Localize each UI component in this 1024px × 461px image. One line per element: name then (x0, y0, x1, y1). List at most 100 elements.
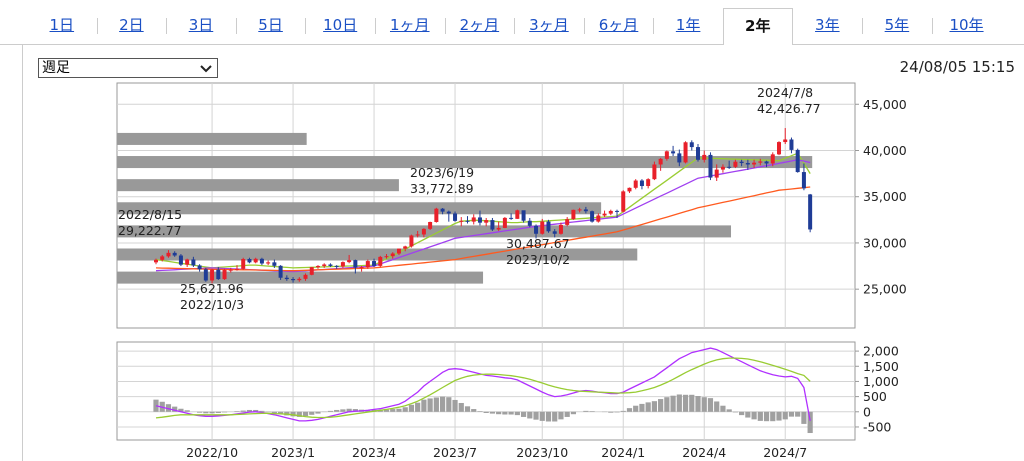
histogram-bar (658, 399, 664, 412)
candle-body (621, 191, 626, 212)
candle-body (384, 256, 389, 258)
period-tab[interactable]: 2ヶ月 (444, 8, 515, 45)
candle-body (633, 180, 638, 188)
histogram-bar (707, 398, 714, 412)
histogram-bar (396, 408, 402, 412)
histogram-bar (502, 411, 508, 415)
histogram-bar (477, 411, 483, 412)
candle-body (590, 211, 595, 222)
candle-body (359, 267, 364, 269)
period-tab[interactable]: 1ヶ月 (374, 8, 445, 45)
histogram-bar (664, 397, 670, 412)
period-tab[interactable]: 2年 (722, 8, 793, 45)
candle-body (546, 221, 551, 232)
candle-body (272, 262, 277, 266)
candle-body (172, 252, 177, 256)
candle-body (222, 269, 227, 280)
y-tick-label: 45,000 (863, 97, 907, 112)
candle-body (291, 279, 296, 281)
candle-body (583, 209, 588, 212)
period-tab[interactable]: 2日 (96, 8, 167, 45)
candle-body (496, 227, 501, 230)
histogram-bar (552, 411, 558, 422)
y-tick-label: 500 (863, 389, 887, 404)
histogram-bar (726, 409, 732, 412)
moving-average-line (155, 186, 811, 272)
candle-body (197, 265, 202, 270)
histogram-bar (172, 406, 178, 412)
histogram-bar (695, 396, 701, 412)
candle-body (795, 149, 800, 173)
period-tab[interactable]: 10年 (931, 8, 1002, 45)
histogram-bar (421, 399, 427, 412)
period-tab[interactable]: 3年 (815, 16, 840, 34)
histogram-bar (415, 402, 421, 412)
histogram-bar (458, 402, 464, 412)
candle-body (154, 259, 158, 263)
candle-body (216, 269, 221, 280)
candle-body (801, 172, 806, 189)
histogram-bar (670, 395, 676, 412)
histogram-bar (514, 411, 520, 416)
candle-body (185, 259, 190, 265)
candle-body (241, 259, 246, 269)
y-tick-label: 1,000 (863, 374, 899, 389)
histogram-bar (651, 401, 657, 412)
candle-body (465, 220, 470, 222)
candle-body (720, 166, 725, 170)
candle-body (639, 180, 644, 187)
histogram-bar (639, 403, 645, 412)
candle-body (409, 235, 414, 247)
period-select[interactable]: 週足 (38, 58, 218, 78)
period-tab[interactable]: 3日 (166, 8, 236, 45)
candle-body (527, 220, 532, 226)
candle-body (477, 217, 482, 223)
y-tick-label: 25,000 (863, 282, 907, 297)
histogram-bar (234, 411, 240, 412)
candle-body (627, 187, 632, 192)
x-tick-label: 2023/10 (516, 445, 568, 460)
indicator-line (155, 357, 811, 419)
histogram-bar (682, 394, 689, 412)
candle-body (160, 256, 165, 260)
histogram-bar (377, 410, 383, 412)
candle-body (558, 224, 563, 234)
x-tick-label: 2023/4 (352, 445, 396, 460)
histogram-bar (402, 407, 408, 412)
histogram-bar (489, 411, 496, 414)
candle-body (459, 220, 464, 222)
period-tab[interactable]: 5日 (235, 8, 306, 45)
candle-body (303, 274, 308, 279)
period-tab[interactable]: 3ヶ月 (514, 8, 584, 45)
candle-body (652, 164, 657, 180)
histogram-bar (271, 411, 277, 413)
period-tab[interactable]: 5年 (862, 8, 932, 45)
x-tick-label: 2024/7 (763, 445, 807, 460)
candle-body (178, 255, 183, 265)
candle-body (733, 161, 738, 167)
histogram-bar (334, 409, 340, 412)
histogram-bar (340, 409, 346, 412)
histogram-bar (203, 411, 209, 414)
histogram-bar (620, 410, 626, 412)
histogram-bar (558, 411, 564, 420)
candle-body (714, 169, 719, 178)
period-tab[interactable]: 1日 (49, 16, 75, 34)
histogram-bar (782, 411, 788, 420)
candle-body (708, 154, 713, 178)
candle-body (534, 225, 539, 234)
histogram-bar (739, 411, 745, 416)
histogram-bar (788, 411, 795, 417)
period-tab[interactable]: 1年 (653, 8, 723, 45)
y-tick-label: 40,000 (863, 143, 907, 158)
candle-body (234, 268, 239, 270)
candle-body (515, 210, 520, 219)
period-tab[interactable]: 10日 (305, 8, 375, 45)
candle-body (203, 269, 208, 281)
histogram-bar (539, 411, 545, 421)
plot-area (116, 341, 856, 441)
candle-body (322, 264, 327, 266)
period-tab[interactable]: 6ヶ月 (583, 8, 654, 45)
candle-body (671, 151, 676, 154)
candle-body (365, 261, 370, 268)
